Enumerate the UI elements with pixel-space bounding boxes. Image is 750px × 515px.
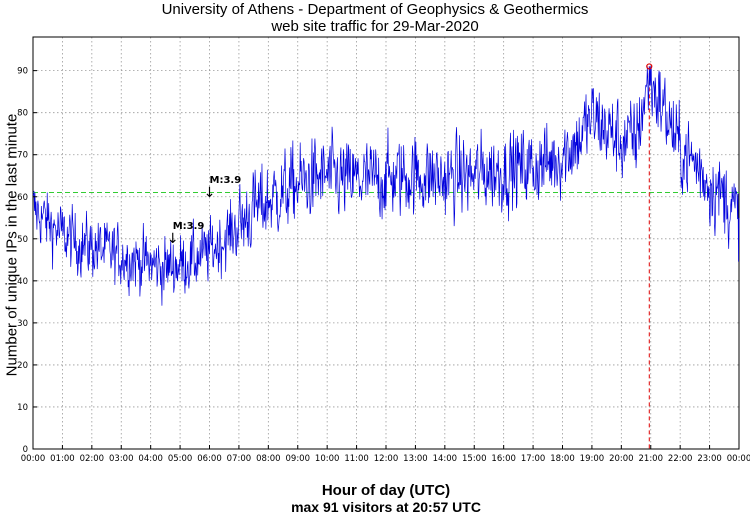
- y-tick-label: 0: [23, 445, 28, 455]
- annotation-label: M:3.9: [173, 221, 205, 232]
- x-tick-label: 22:00: [668, 454, 693, 464]
- x-tick-label: 15:00: [462, 454, 487, 464]
- annotation-arrow: ↓: [167, 231, 179, 247]
- x-tick-label: 07:00: [227, 454, 252, 464]
- x-axis-ticks: 00:00 01:00 02:00 03:00 04:00 05:00 06:00 07:00…: [21, 445, 750, 464]
- y-axis-ticks: 0 10 20 30 40 50 60 70 80 90: [17, 67, 37, 455]
- plot-frame: [32, 36, 740, 450]
- annotation-arrow: ↓: [204, 185, 216, 201]
- x-tick-label: 20:00: [609, 454, 634, 464]
- grid-lines: [33, 37, 739, 449]
- x-tick-label: 16:00: [491, 454, 516, 464]
- max-marker-circle: [646, 63, 653, 70]
- x-tick-label: 08:00: [256, 454, 281, 464]
- x-tick-label: 10:00: [315, 454, 340, 464]
- chart-title: University of Athens - Department of Geo…: [161, 1, 589, 18]
- max-visitors-caption: max 91 visitors at 20:57 UTC: [291, 499, 481, 515]
- x-tick-label: 12:00: [374, 454, 399, 464]
- series-traffic: [32, 66, 740, 306]
- series-line: [32, 66, 740, 306]
- x-tick-label: 17:00: [521, 454, 546, 464]
- y-tick-label: 80: [17, 109, 28, 119]
- y-tick-label: 70: [17, 151, 28, 161]
- y-tick-label: 20: [17, 361, 28, 371]
- x-tick-label: 13:00: [403, 454, 428, 464]
- x-tick-label: 04:00: [138, 454, 163, 464]
- x-tick-label: 01:00: [50, 454, 75, 464]
- x-tick-label: 18:00: [550, 454, 575, 464]
- x-tick-label: 03:00: [109, 454, 134, 464]
- x-tick-label: 05:00: [168, 454, 193, 464]
- y-tick-label: 10: [17, 403, 28, 413]
- x-tick-label: 23:00: [697, 454, 722, 464]
- chart-subtitle: web site traffic for 29-Mar-2020: [271, 18, 479, 35]
- x-tick-label: 14:00: [433, 454, 458, 464]
- y-axis-label: Number of unique IPs in the last minute: [3, 113, 21, 377]
- x-tick-label: 00:00: [727, 454, 750, 464]
- y-tick-label: 60: [17, 193, 28, 203]
- x-tick-label: 06:00: [197, 454, 222, 464]
- y-tick-label: 90: [17, 67, 28, 77]
- x-tick-label: 11:00: [344, 454, 369, 464]
- x-tick-label: 09:00: [286, 454, 311, 464]
- traffic-chart: ↓M:3.9↓M:3.9 00:00 01:00 02:00 03:00 04:00 05…: [17, 36, 750, 464]
- annotations: ↓M:3.9↓M:3.9: [167, 175, 241, 247]
- annotation-label: M:3.9: [210, 175, 242, 186]
- x-axis-label: Hour of day (UTC): [321, 482, 451, 499]
- y-tick-label: 40: [17, 277, 28, 287]
- y-tick-label: 50: [17, 235, 28, 245]
- x-tick-label: 21:00: [639, 454, 664, 464]
- x-tick-label: 00:00: [21, 454, 46, 464]
- x-tick-label: 02:00: [80, 454, 105, 464]
- x-tick-label: 19:00: [580, 454, 605, 464]
- y-tick-label: 30: [17, 319, 28, 329]
- max-marker: [646, 63, 653, 70]
